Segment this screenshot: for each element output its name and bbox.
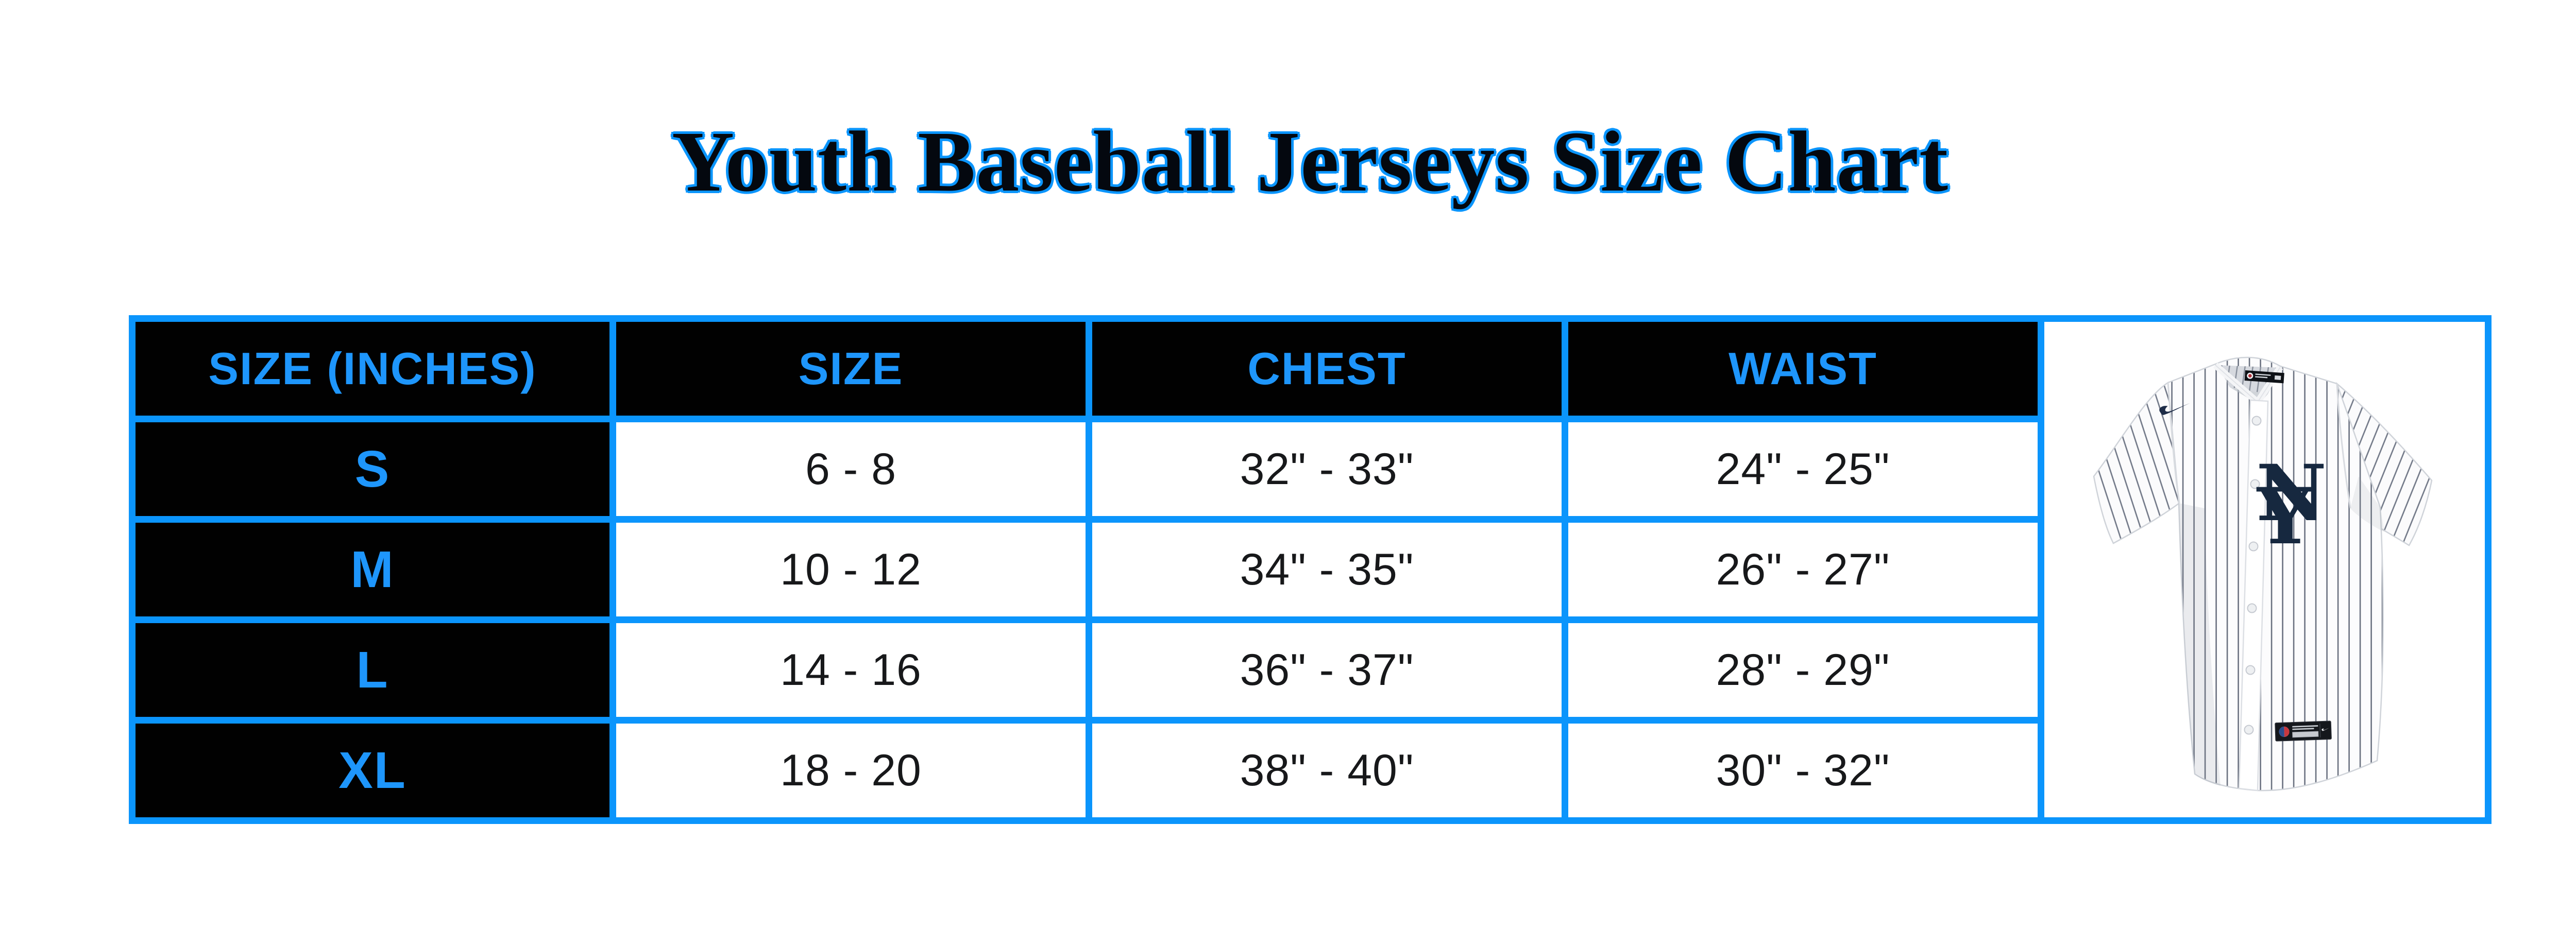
svg-text:Y: Y — [2256, 471, 2313, 562]
jersey-photo: N Y — [2044, 322, 2485, 817]
column-header-chest: CHEST — [1092, 322, 1562, 416]
jersey-torso — [2167, 356, 2384, 792]
row-label-l: L — [135, 623, 609, 717]
svg-text:N: N — [2256, 448, 2327, 539]
row-label-m: M — [135, 523, 609, 616]
nike-swoosh-icon — [2159, 403, 2190, 415]
cell-s-chest: 32" - 33" — [1092, 422, 1562, 516]
ny-logo: N Y — [2256, 448, 2327, 562]
jersey-left-sleeve — [2093, 381, 2180, 544]
cell-s-waist: 24" - 25" — [1568, 422, 2038, 516]
cell-m-size: 10 - 12 — [616, 523, 1086, 616]
page-title: Youth Baseball Jerseys Size Chart — [671, 114, 1949, 210]
cell-l-chest: 36" - 37" — [1092, 623, 1562, 717]
cell-xl-waist: 30" - 32" — [1568, 724, 2038, 817]
button-placket — [2238, 399, 2269, 792]
cell-xl-size: 18 - 20 — [616, 724, 1086, 817]
column-header-size-inches: SIZE (INCHES) — [135, 322, 609, 416]
column-header-size: SIZE — [616, 322, 1086, 416]
cell-m-chest: 34" - 35" — [1092, 523, 1562, 616]
jock-tag — [2275, 720, 2332, 742]
cell-l-size: 14 - 16 — [616, 623, 1086, 717]
yankees-jersey-image: N Y — [2093, 356, 2433, 792]
column-header-waist: WAIST — [1568, 322, 2038, 416]
cell-l-waist: 28" - 29" — [1568, 623, 2038, 717]
cell-s-size: 6 - 8 — [616, 422, 1086, 516]
row-label-s: S — [135, 422, 609, 516]
cell-m-waist: 26" - 27" — [1568, 523, 2038, 616]
row-label-xl: XL — [135, 724, 609, 817]
size-chart-table: SIZE (INCHES) SIZE CHEST WAIST — [129, 315, 2492, 824]
neck-label — [2244, 370, 2284, 384]
buttons — [2244, 416, 2262, 735]
cell-xl-chest: 38" - 40" — [1092, 724, 1562, 817]
